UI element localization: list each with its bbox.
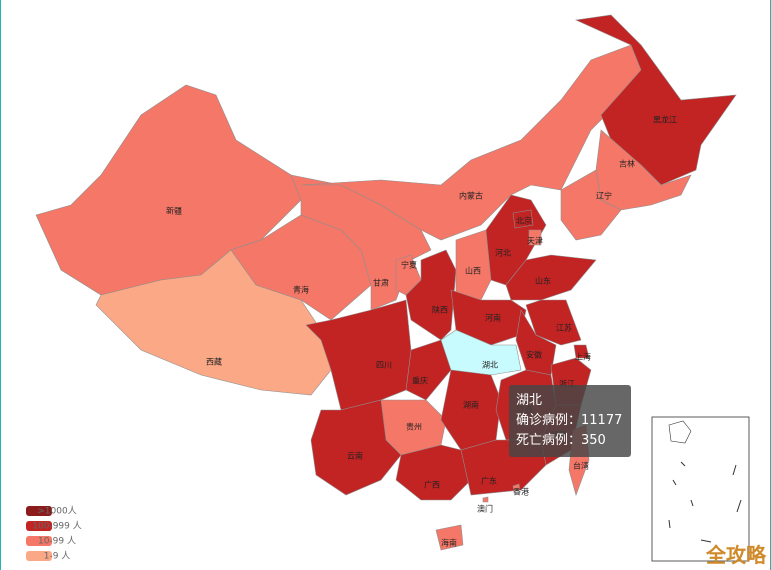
province-label: 广西	[424, 480, 440, 490]
province	[512, 209, 534, 229]
legend-label: >1000人	[37, 506, 76, 517]
tooltip-label: 确诊病例：	[516, 413, 582, 428]
province	[310, 399, 402, 496]
province-label: 宁夏	[401, 260, 417, 270]
province-label: 海南	[441, 538, 457, 548]
province-label: 贵州	[406, 422, 422, 432]
province-label: 台湾	[573, 461, 589, 471]
legend-swatch	[26, 521, 52, 531]
province	[95, 249, 332, 396]
province	[528, 229, 542, 246]
province	[455, 229, 492, 301]
province-label: 广东	[481, 476, 497, 486]
province-label: 甘肃	[373, 278, 389, 288]
tooltip-title: 湖北	[516, 393, 543, 408]
inset-coast	[668, 420, 692, 444]
province-label: 上海	[575, 352, 591, 362]
province	[512, 483, 521, 492]
province-label: 山东	[535, 276, 551, 286]
province-label: 湖南	[463, 400, 479, 410]
province-label: 安徽	[526, 350, 542, 360]
province-label: 湖北	[482, 361, 498, 370]
province-label: 重庆	[412, 376, 428, 386]
province	[405, 339, 452, 401]
province-label: 澳门	[477, 504, 493, 514]
province	[300, 44, 642, 241]
province-label: 四川	[376, 361, 392, 370]
province-label: 吉林	[619, 159, 635, 169]
province-label: 陕西	[432, 305, 448, 315]
province-label: 新疆	[166, 206, 182, 216]
province-label: 内蒙古	[459, 191, 483, 201]
province-label: 青海	[293, 285, 309, 295]
province-label: 西藏	[206, 357, 222, 367]
legend-swatch	[26, 506, 52, 516]
province-label: 天津	[527, 236, 543, 246]
tooltip-value: 11177	[581, 413, 623, 428]
province-label: 浙江	[559, 379, 575, 389]
province-label: 河南	[485, 313, 501, 323]
legend-label: 100-999 人	[32, 521, 81, 532]
province	[395, 444, 472, 501]
tooltip-value: 350	[581, 433, 606, 448]
legend-label: 1-9 人	[44, 551, 71, 562]
province	[574, 14, 737, 186]
province	[505, 254, 597, 301]
province-label: 香港	[513, 487, 529, 497]
legend-swatch	[26, 551, 52, 561]
tooltip-row: 确诊病例：11177	[516, 411, 624, 431]
province-label: 黑龙江	[653, 115, 677, 125]
legend-swatch	[26, 536, 52, 546]
province	[435, 524, 464, 551]
province	[440, 369, 502, 451]
province-label: 山西	[465, 266, 481, 276]
province	[573, 344, 590, 359]
province-label: 辽宁	[596, 191, 612, 201]
province-label: 江苏	[556, 323, 572, 333]
province-label: 河北	[495, 248, 511, 258]
inset-dashes	[668, 461, 742, 543]
tooltip-row: 死亡病例：350	[516, 431, 624, 451]
inset-box	[651, 416, 750, 562]
province	[560, 169, 622, 241]
legend-label: 10-99 人	[38, 536, 76, 547]
watermark: 全攻略	[706, 543, 766, 567]
tooltip: 湖北 确诊病例：11177 死亡病例：350	[509, 385, 631, 457]
province-label: 北京	[516, 216, 532, 226]
province-label: 云南	[347, 451, 363, 461]
tooltip-label: 死亡病例：	[516, 433, 582, 448]
province	[305, 299, 412, 411]
province	[482, 496, 489, 503]
